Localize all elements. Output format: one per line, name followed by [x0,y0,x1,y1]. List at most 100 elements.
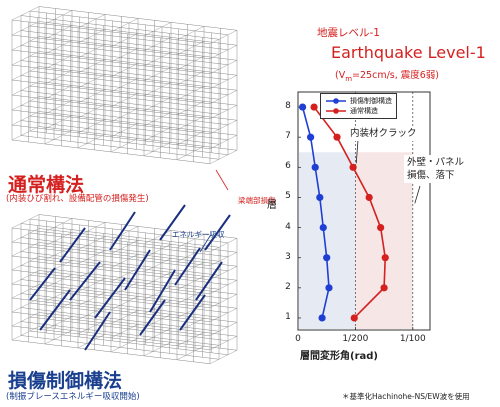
depth-beam [11,6,40,21]
depth-beam [209,308,238,322]
earthquake-level-en: Earthquake Level-1 [331,43,486,62]
depth-beam [11,228,40,243]
depth-beam [110,268,139,283]
condition-prefix: (V [335,70,346,81]
y-tick-label: 4 [285,221,291,232]
depth-beam [143,300,172,315]
depth-beam [44,55,73,70]
depth-beam [11,256,40,271]
data-point-0-8 [298,103,307,111]
depth-beam [176,41,205,55]
depth-beam [77,320,106,335]
beam-damage-label: 梁端部損傷 [238,196,276,205]
depth-beam [44,316,73,331]
exterior-damage-line2: 損傷、落下 [407,170,455,181]
depth-beam [110,338,139,353]
interior-crack-pointer [355,139,359,164]
depth-beam [44,130,73,145]
depth-beam [176,276,205,290]
depth-beam [143,52,172,67]
depth-beam [143,142,172,157]
energy-absorption-label: エネルギー吸収 [172,230,225,239]
depth-beam [11,214,40,229]
brace [139,299,166,336]
x-axis-label: 層間変形角(rad) [300,351,378,362]
depth-beam [176,146,205,160]
exterior-damage-pointer [414,185,421,204]
depth-beam [44,302,73,317]
brace [84,311,111,351]
depth-beam [44,274,73,289]
depth-beam [44,246,73,261]
depth-beam [143,22,172,37]
y-tick-label: 1 [285,311,291,322]
brace [204,214,231,251]
data-point-0-4 [319,223,327,232]
condition-subscript: m [345,74,353,83]
depth-beam [110,324,139,339]
brace [29,267,56,301]
legend-item-controlled: 損傷制御構造 [325,96,392,106]
y-tick-label: 6 [285,161,291,172]
depth-beam [209,105,238,119]
depth-beam [77,222,106,237]
depth-beam [209,294,238,308]
depth-beam [176,131,205,145]
brace [195,261,223,301]
depth-beam [44,40,73,55]
depth-beam [110,33,139,48]
depth-beam [110,296,139,311]
chart-legend: 損傷制御構造 通常構造 [320,93,397,119]
condition-suffix: =25cm/s, 震度6弱) [352,70,440,81]
depth-beam [209,60,238,74]
depth-beam [77,119,106,134]
depth-beam [143,82,172,97]
depth-beam [44,232,73,247]
depth-beam [110,254,139,269]
depth-beam [11,96,40,111]
depth-beam [11,298,40,313]
controlled-subtitle: (制振ブレースエネルギー吸収開始) [6,392,140,402]
depth-beam [44,10,73,25]
depth-beam [77,306,106,321]
data-point-0-6 [311,163,319,171]
depth-beam [143,244,172,259]
depth-beam [11,284,40,299]
depth-beam [209,30,238,44]
depth-beam [77,278,106,293]
depth-beam [143,37,172,52]
depth-beam [110,63,139,78]
depth-beam [11,242,40,257]
depth-beam [77,236,106,251]
data-point-1-1 [350,314,358,322]
data-point-1-4 [377,223,385,232]
depth-beam [44,218,73,233]
depth-beam [110,310,139,325]
controlled-title: 損傷制御構法 [8,370,123,392]
y-tick-label: 2 [285,281,291,292]
depth-beam [44,70,73,85]
brace [174,247,201,286]
series-line-1 [313,106,387,319]
depth-beam [11,36,40,51]
brace [94,277,126,319]
depth-beam [11,51,40,66]
depth-beam [143,328,172,343]
brace [109,211,136,251]
depth-beam [77,44,106,59]
x-tick-label: 1/200 [342,334,369,344]
depth-beam [209,75,238,89]
depth-beam [176,262,205,276]
depth-beam [176,332,205,346]
depth-beam [11,126,40,141]
exterior-damage-line1: 外壁・パネル [407,157,465,168]
depth-beam [110,48,139,63]
energy-pointer [199,235,211,253]
depth-beam [110,240,139,255]
depth-beam [143,112,172,127]
data-point-1-8 [310,103,318,111]
brace [124,249,151,291]
legend-label-controlled: 損傷制御構造 [350,97,392,105]
depth-beam [176,248,205,262]
